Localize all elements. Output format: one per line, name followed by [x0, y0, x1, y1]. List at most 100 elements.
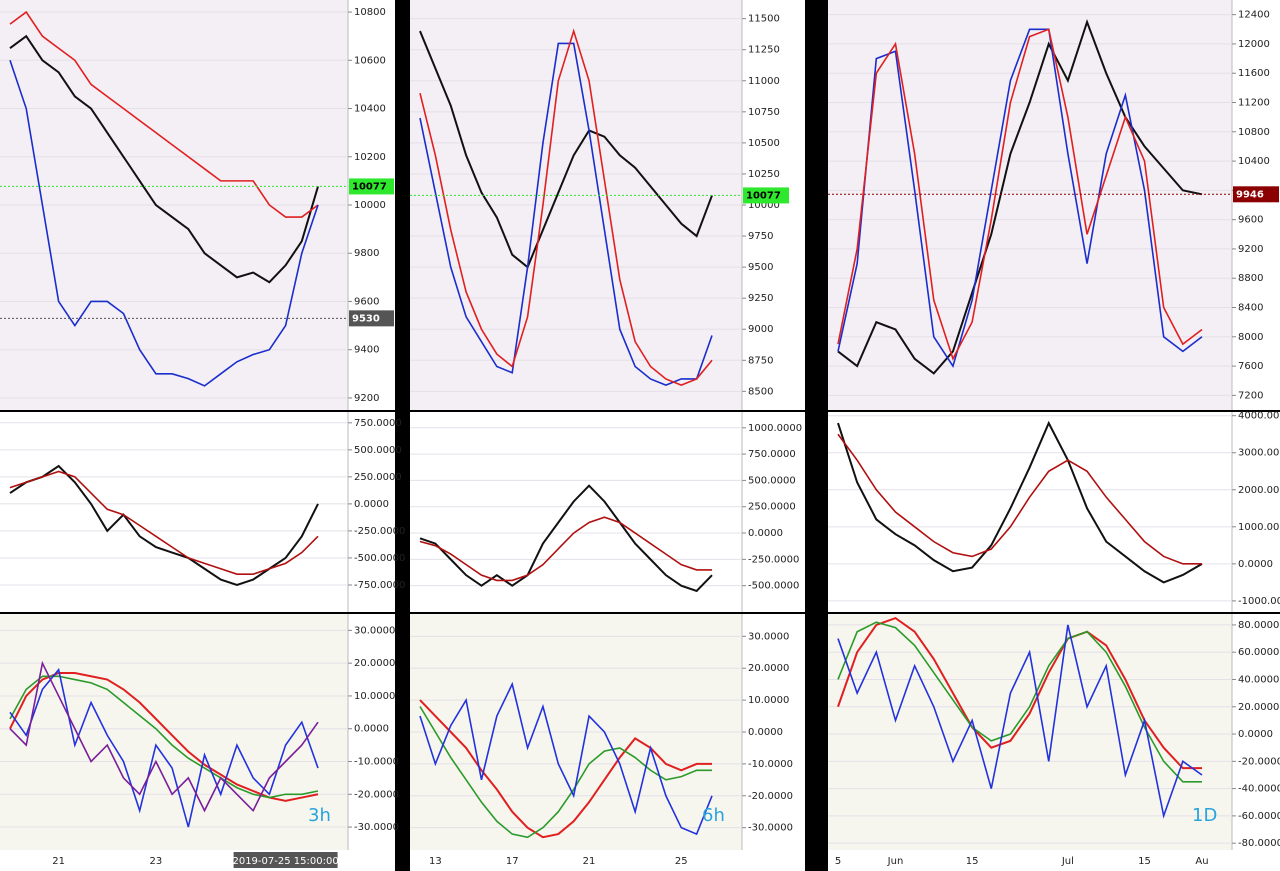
y-tick-label: 0.0000 [1238, 729, 1273, 740]
price-badge [743, 187, 789, 204]
y-tick-label: 12400 [1238, 10, 1270, 21]
series-line [837, 624, 1203, 819]
y-tick-label: 250.0000 [354, 472, 402, 483]
axis-pane [742, 412, 805, 612]
y-tick-label: 9000 [748, 324, 773, 335]
y-tick-label: -20.0000 [1238, 756, 1280, 767]
y-tick-label: 9600 [354, 296, 379, 307]
x-tick-label: 17 [506, 856, 519, 867]
x-tick-label: 15 [966, 856, 979, 867]
y-tick-label: -20.0000 [748, 791, 793, 802]
y-tick-label: 60.0000 [1238, 647, 1279, 658]
x-tick-label: 21 [583, 856, 596, 867]
y-tick-label: 30.0000 [354, 625, 395, 636]
y-tick-label: -500.0000 [748, 581, 799, 592]
series-line [9, 10, 319, 218]
x-tick-label: 5 [835, 856, 841, 867]
x-tick-label: 21 [52, 856, 65, 867]
y-tick-label: 2000.0000 [1238, 485, 1280, 496]
y-tick-label: 0.0000 [1238, 559, 1273, 570]
y-tick-label: 8800 [1238, 273, 1263, 284]
y-tick-label: -250.0000 [354, 526, 405, 537]
y-tick-label: 10000 [354, 200, 386, 211]
pane [410, 412, 805, 612]
y-tick-label: 7600 [1238, 361, 1263, 372]
series-line [9, 675, 319, 799]
axis-pane [1232, 614, 1280, 850]
y-tick-label: 4000.0000 [1238, 411, 1280, 422]
series-line [419, 516, 712, 582]
y-tick-label: 9400 [354, 345, 379, 356]
y-tick-label: 20.0000 [748, 663, 789, 674]
x-tick-label: 25 [675, 856, 688, 867]
y-tick-label: 9600 [1238, 215, 1263, 226]
series-line [9, 667, 319, 828]
series-line [9, 660, 319, 813]
series-line [9, 464, 319, 587]
y-tick-label: 9200 [354, 393, 379, 404]
series-line [419, 484, 713, 593]
y-tick-label: 11200 [1238, 98, 1270, 109]
y-tick-label: -500.0000 [354, 553, 405, 564]
x-tick-label: 13 [429, 856, 442, 867]
y-tick-label: 40.0000 [1238, 674, 1279, 685]
y-tick-label: -10.0000 [748, 759, 793, 770]
price-badge [349, 310, 394, 327]
y-tick-label: 80.0000 [1238, 620, 1279, 631]
pane [0, 412, 395, 612]
series-line [419, 699, 712, 839]
y-tick-label: 30.0000 [748, 631, 789, 642]
y-tick-label: 10200 [354, 152, 386, 163]
y-tick-label: 0.0000 [354, 499, 389, 510]
y-tick-label: 1000.0000 [1238, 522, 1280, 533]
y-tick-label: -750.0000 [354, 580, 405, 591]
y-tick-label: 10000 [748, 200, 780, 211]
y-tick-label: 8750 [748, 355, 773, 366]
y-tick-label: 8400 [1238, 303, 1263, 314]
x-axis [410, 850, 805, 871]
y-tick-label: 10400 [354, 104, 386, 115]
series-line [419, 30, 713, 269]
y-tick-label: 10800 [1238, 127, 1270, 138]
y-tick-label: 11250 [748, 45, 780, 56]
x-tick-label: 23 [150, 856, 163, 867]
y-tick-label: 10800 [354, 7, 386, 18]
y-tick-label: -80.0000 [1238, 838, 1280, 849]
y-tick-label: 9800 [354, 248, 379, 259]
y-tick-label: 11600 [1238, 68, 1270, 79]
x-tick-label: Jul [1061, 856, 1074, 867]
y-tick-label: 1000.0000 [748, 423, 802, 434]
pane [828, 614, 1280, 850]
y-tick-label: 10600 [354, 55, 386, 66]
y-tick-label: -30.0000 [748, 823, 793, 834]
x-cursor-badge [233, 852, 338, 868]
price-badge-label: 10077 [746, 190, 781, 201]
timeframe-label: 3h [308, 805, 331, 826]
y-tick-label: -40.0000 [1238, 784, 1280, 795]
y-tick-label: 9500 [748, 262, 773, 273]
series-line [837, 18, 1203, 375]
y-tick-label: 750.0000 [748, 449, 796, 460]
y-tick-label: 9250 [748, 293, 773, 304]
series-line [9, 34, 319, 284]
price-badge [349, 178, 394, 195]
y-tick-label: -250.0000 [748, 554, 799, 565]
y-tick-label: 10400 [1238, 156, 1270, 167]
axis-pane [742, 614, 805, 850]
y-tick-label: 9750 [748, 231, 773, 242]
series-line [9, 470, 319, 575]
series-line [837, 28, 1203, 361]
price-badge-label: 9946 [1236, 189, 1264, 200]
y-tick-label: 500.0000 [354, 445, 402, 456]
y-tick-label: -60.0000 [1238, 811, 1280, 822]
x-tick-label: Au [1195, 856, 1208, 867]
axis-pane [1232, 0, 1280, 410]
y-tick-label: 10750 [748, 107, 780, 118]
series-line [419, 681, 713, 836]
y-tick-label: 250.0000 [748, 502, 796, 513]
timeframe-label: 6h [702, 805, 725, 826]
y-tick-label: 7200 [1238, 390, 1263, 401]
y-tick-label: 0.0000 [748, 727, 783, 738]
y-tick-label: 20.0000 [1238, 702, 1279, 713]
